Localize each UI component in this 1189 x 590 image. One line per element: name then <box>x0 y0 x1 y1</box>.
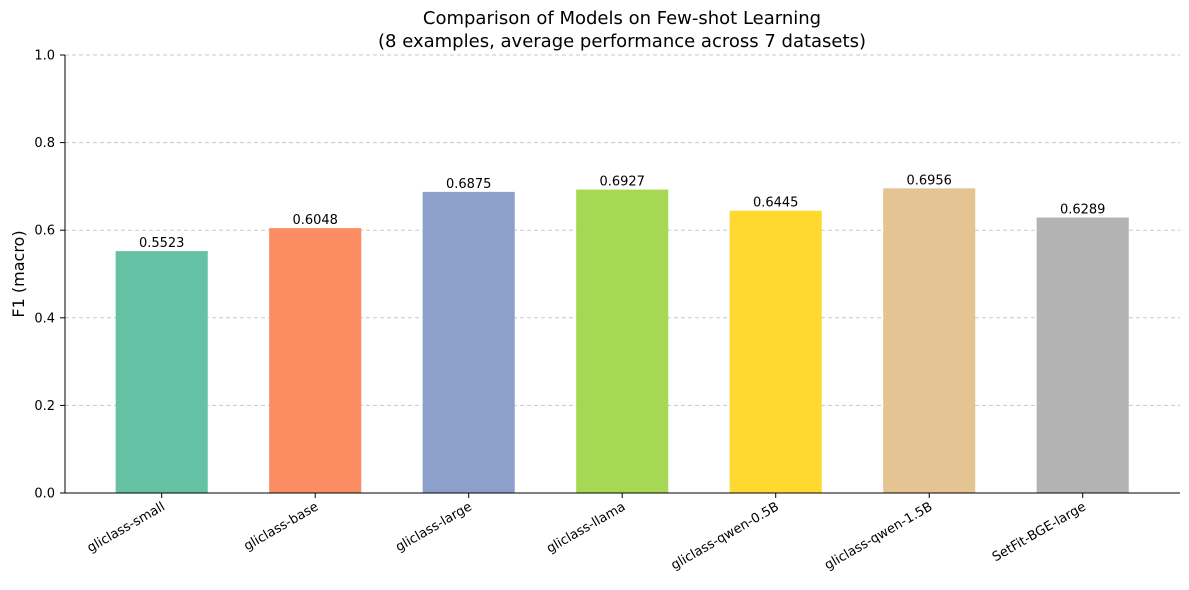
value-label: 0.6875 <box>446 177 492 192</box>
x-tick-label: SetFit-BGE-large <box>990 499 1089 565</box>
x-tick-label: gliclass-llama <box>544 499 628 556</box>
x-tick-label: gliclass-qwen-1.5B <box>822 499 935 573</box>
y-tick-label: 0.8 <box>34 136 55 151</box>
chart-title: Comparison of Models on Few-shot Learnin… <box>423 8 821 29</box>
y-axis-label: F1 (macro) <box>9 230 28 317</box>
value-label: 0.6289 <box>1060 203 1106 218</box>
bar <box>576 189 669 493</box>
chart-subtitle: (8 examples, average performance across … <box>378 31 866 52</box>
y-tick-label: 0.0 <box>34 487 55 502</box>
x-tick-label: gliclass-base <box>241 499 321 554</box>
y-tick-label: 0.2 <box>34 399 55 414</box>
x-tick-label: gliclass-small <box>85 499 168 556</box>
bar <box>115 251 208 493</box>
bar <box>1036 217 1129 493</box>
value-label: 0.6927 <box>599 175 645 190</box>
bar <box>729 210 822 494</box>
value-label: 0.5523 <box>139 236 185 251</box>
bar <box>422 191 515 493</box>
value-label: 0.6048 <box>292 213 338 228</box>
x-tick-label: gliclass-qwen-0.5B <box>669 499 782 573</box>
x-tick-label: gliclass-large <box>393 499 474 555</box>
value-label: 0.6445 <box>753 196 799 211</box>
bar <box>883 188 976 493</box>
bar <box>269 228 362 493</box>
y-tick-label: 0.4 <box>34 311 55 326</box>
value-label: 0.6956 <box>906 173 952 188</box>
y-tick-label: 1.0 <box>34 49 55 64</box>
y-tick-label: 0.6 <box>34 224 55 239</box>
